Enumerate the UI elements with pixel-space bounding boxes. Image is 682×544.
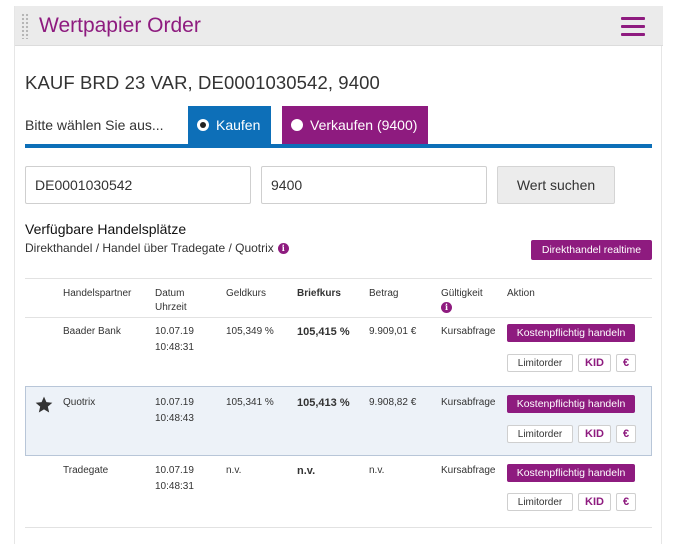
venues-heading: Verfügbare Handelsplätze	[25, 221, 187, 237]
quote-time: 10:48:31	[155, 342, 194, 353]
panel-title: Wertpapier Order	[39, 14, 201, 37]
header-validity: Gültigkeit i	[441, 287, 483, 315]
header-time-label: Uhrzeit	[155, 302, 187, 313]
header-validity-label: Gültigkeit	[441, 288, 483, 299]
amount: 9.908,82 €	[369, 397, 417, 408]
header-amount: Betrag	[369, 288, 399, 299]
info-icon[interactable]: i	[277, 242, 289, 254]
limit-order-button[interactable]: Limitorder	[507, 354, 573, 372]
isin-input[interactable]	[25, 166, 251, 204]
kid-button[interactable]: KID	[578, 493, 611, 511]
header-action: Aktion	[507, 288, 535, 299]
header-date: Datum Uhrzeit	[155, 287, 187, 315]
divider	[25, 317, 652, 318]
divider	[25, 527, 652, 528]
euro-button[interactable]: €	[616, 354, 636, 372]
quote-time: 10:48:43	[155, 413, 194, 424]
hamburger-menu-icon[interactable]	[621, 17, 645, 37]
validity: Kursabfrage	[441, 465, 496, 476]
validity: Kursabfrage	[441, 326, 496, 337]
ask-price: n.v.	[297, 465, 316, 477]
partner-name: Quotrix	[63, 397, 96, 408]
order-panel: Wertpapier Order KAUF BRD 23 VAR, DE0001…	[14, 6, 663, 544]
kid-button[interactable]: KID	[578, 425, 611, 443]
order-title: KAUF BRD 23 VAR, DE0001030542, 9400	[25, 72, 380, 93]
tab-underline	[25, 144, 652, 148]
trade-button[interactable]: Kostenpflichtig handeln	[507, 395, 635, 413]
header-date-label: Datum	[155, 288, 185, 299]
quantity-input[interactable]	[261, 166, 487, 204]
star-icon[interactable]	[34, 395, 54, 415]
tab-verkaufen-label: Verkaufen (9400)	[310, 117, 418, 133]
partner-name: Baader Bank	[63, 326, 121, 337]
limit-order-button[interactable]: Limitorder	[507, 493, 573, 511]
header-ask: Briefkurs	[297, 288, 341, 299]
quote-datetime: 10.07.19 10:48:31	[155, 463, 194, 495]
tab-kaufen[interactable]: Kaufen	[188, 106, 271, 144]
tab-verkaufen[interactable]: Verkaufen (9400)	[282, 106, 428, 144]
kid-button[interactable]: KID	[578, 354, 611, 372]
venues-subtitle-text: Direkthandel / Handel über Tradegate / Q…	[25, 241, 274, 255]
header-partner: Handelspartner	[63, 288, 132, 299]
partner-name: Tradegate	[63, 465, 109, 476]
ask-price: 105,413 %	[297, 397, 350, 409]
bid-price: n.v.	[226, 465, 242, 476]
radio-unchecked-icon[interactable]	[291, 119, 303, 131]
amount: n.v.	[369, 465, 385, 476]
quote-date: 10.07.19	[155, 397, 194, 408]
radio-checked-icon[interactable]	[197, 119, 209, 131]
limit-order-button[interactable]: Limitorder	[507, 425, 573, 443]
info-icon[interactable]: i	[441, 302, 452, 313]
trade-button[interactable]: Kostenpflichtig handeln	[507, 464, 635, 482]
search-button[interactable]: Wert suchen	[497, 166, 615, 204]
quote-time: 10:48:31	[155, 481, 194, 492]
table-row: Tradegate 10.07.19 10:48:31 n.v. n.v. n.…	[25, 458, 652, 526]
table-row: Quotrix 10.07.19 10:48:43 105,341 % 105,…	[25, 386, 652, 456]
validity: Kursabfrage	[441, 397, 496, 408]
trade-button[interactable]: Kostenpflichtig handeln	[507, 324, 635, 342]
ask-price: 105,415 %	[297, 326, 350, 338]
table-row: Baader Bank 10.07.19 10:48:31 105,349 % …	[25, 318, 652, 386]
selection-prompt: Bitte wählen Sie aus...	[25, 117, 164, 133]
euro-button[interactable]: €	[616, 493, 636, 511]
bid-price: 105,341 %	[226, 397, 274, 408]
quote-date: 10.07.19	[155, 465, 194, 476]
bid-price: 105,349 %	[226, 326, 274, 337]
tab-kaufen-label: Kaufen	[216, 117, 261, 133]
euro-button[interactable]: €	[616, 425, 636, 443]
divider	[25, 278, 652, 279]
panel-header: Wertpapier Order	[15, 6, 663, 46]
quote-datetime: 10.07.19 10:48:31	[155, 324, 194, 356]
venues-subtitle: Direkthandel / Handel über Tradegate / Q…	[25, 241, 289, 255]
amount: 9.909,01 €	[369, 326, 417, 337]
quote-datetime: 10.07.19 10:48:43	[155, 395, 194, 427]
realtime-button[interactable]: Direkthandel realtime	[531, 240, 652, 260]
header-bid: Geldkurs	[226, 288, 267, 299]
drag-handle-icon[interactable]	[21, 13, 29, 39]
quote-date: 10.07.19	[155, 326, 194, 337]
